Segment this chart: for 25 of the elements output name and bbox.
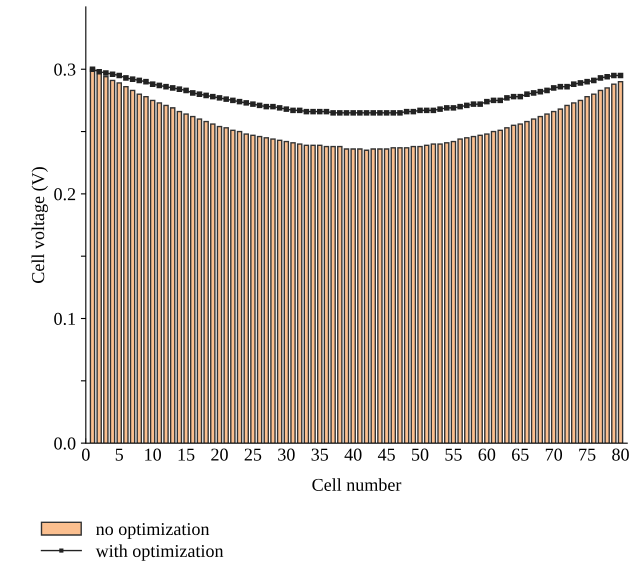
x-axis-title: Cell number (312, 478, 402, 491)
x-tick-label: 80 (612, 448, 629, 461)
x-tick-label: 40 (344, 448, 362, 461)
x-tick-label: 30 (278, 448, 295, 461)
legend-label: with optimization (96, 544, 224, 561)
x-tick-label: 70 (546, 448, 562, 461)
x-tick-label: 55 (445, 448, 462, 461)
x-tick-label: 5 (116, 448, 124, 461)
y-tick-label: 0.3 (54, 63, 76, 76)
y-tick-label: 0.1 (54, 312, 76, 326)
x-tick-label: 60 (478, 448, 496, 461)
x-tick-label: 10 (145, 448, 161, 461)
x-tick-label: 20 (211, 448, 228, 461)
legend-label: no optimization (96, 523, 210, 539)
x-tick-label: 25 (244, 448, 262, 461)
x-tick-label: 65 (512, 448, 529, 461)
x-tick-label: 50 (412, 448, 428, 461)
y-tick-label: 0.0 (54, 437, 76, 450)
x-tick-label: 45 (378, 448, 395, 461)
x-tick-label: 0 (82, 448, 90, 461)
y-tick-label: 0.2 (54, 188, 76, 200)
x-tick-label: 75 (579, 448, 596, 461)
y-axis-title: Cell voltage (V) (32, 167, 48, 283)
x-tick-label: 35 (312, 448, 328, 461)
x-tick-label: 15 (178, 448, 194, 461)
